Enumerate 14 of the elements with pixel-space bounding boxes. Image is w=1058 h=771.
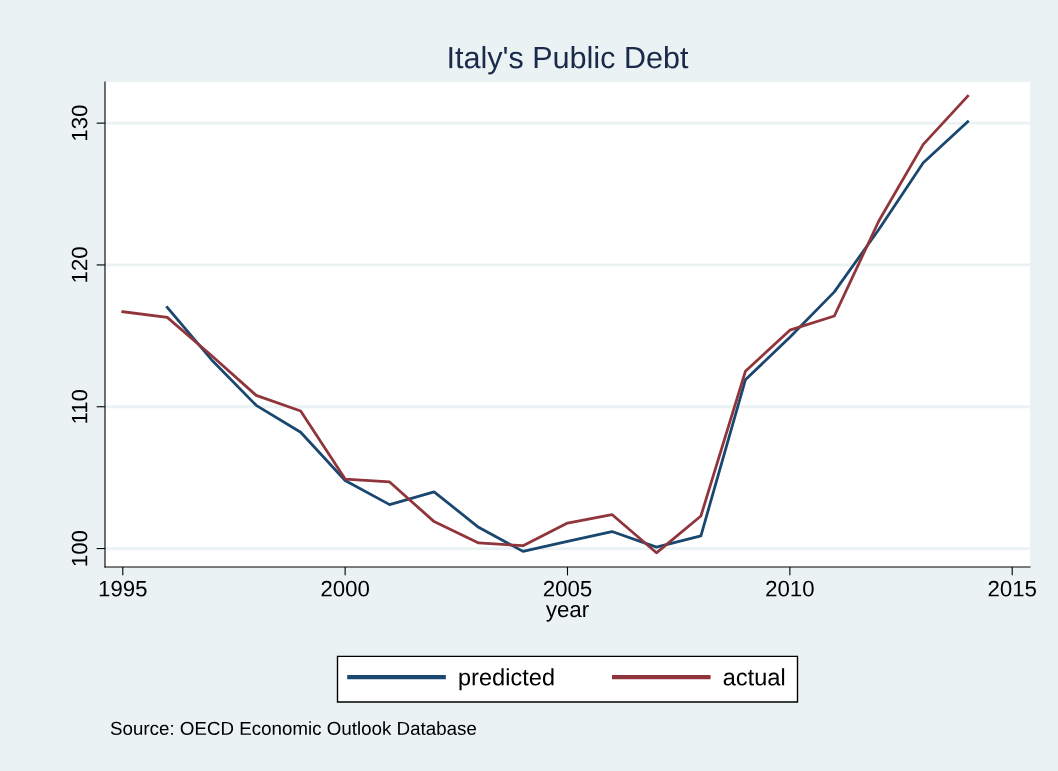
x-tick-label: 2015 <box>988 580 1036 597</box>
x-tick-label: 1995 <box>99 580 147 597</box>
y-tick-label: 110 <box>71 389 88 423</box>
x-tick-label: 2010 <box>766 580 814 597</box>
x-tick-label: 2000 <box>321 580 369 597</box>
y-tick-label: 130 <box>71 105 88 140</box>
x-axis-title: year <box>545 605 589 622</box>
legend-label: actual <box>723 668 785 686</box>
chart-title: Italy's Public Debt <box>449 45 689 75</box>
legend-label: predicted <box>459 668 554 691</box>
source-note: Source: OECD Economic Outlook Database <box>110 721 476 736</box>
y-tick-label: 100 <box>71 530 88 566</box>
y-tick-label: 120 <box>71 247 88 282</box>
x-tick-label: 2005 <box>543 580 592 597</box>
